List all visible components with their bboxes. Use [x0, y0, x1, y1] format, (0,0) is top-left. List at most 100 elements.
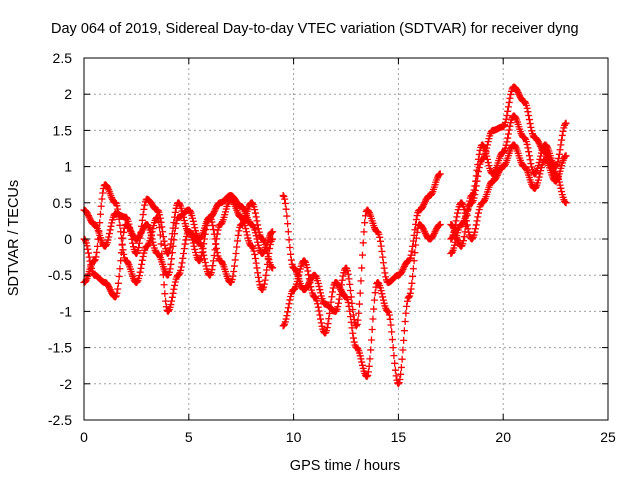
data-point: [413, 212, 421, 220]
data-point: [161, 290, 169, 298]
data-point: [527, 123, 535, 131]
data-point: [189, 214, 197, 222]
data-point: [335, 283, 343, 291]
data-point: [232, 249, 240, 257]
data-point: [561, 153, 569, 161]
data-point: [148, 235, 156, 243]
data-point: [464, 225, 472, 233]
data-point: [123, 214, 131, 222]
data-point: [511, 113, 519, 121]
data-point: [96, 210, 104, 218]
data-point: [115, 272, 123, 280]
data-point: [513, 87, 521, 95]
data-point: [358, 264, 366, 272]
data-point: [537, 167, 545, 175]
data-point: [281, 199, 289, 207]
data-point: [180, 217, 188, 225]
data-point: [368, 326, 376, 333]
data-point: [201, 255, 209, 263]
y-tick-label: 0.5: [53, 195, 73, 211]
data-point: [558, 136, 566, 144]
data-point: [135, 244, 143, 252]
data-point: [329, 288, 337, 296]
data-point: [366, 355, 374, 363]
data-point: [459, 240, 467, 248]
data-point: [157, 240, 165, 248]
data-point: [460, 233, 468, 241]
data-point: [504, 107, 512, 115]
data-point: [336, 284, 344, 292]
data-point: [403, 302, 411, 310]
data-point: [191, 245, 199, 253]
data-point: [253, 264, 261, 272]
data-point: [171, 224, 179, 232]
data-point: [466, 197, 474, 205]
data-point: [242, 225, 250, 233]
data-point: [248, 199, 256, 207]
data-point: [472, 177, 480, 185]
data-point: [514, 89, 522, 97]
data-point: [524, 144, 532, 152]
data-point: [251, 250, 259, 258]
data-point: [181, 240, 189, 248]
data-point: [182, 236, 190, 244]
data-point: [284, 308, 292, 316]
data-point: [168, 249, 176, 257]
data-point: [359, 239, 367, 247]
data-point: [254, 221, 262, 229]
data-point: [120, 228, 128, 236]
data-point: [526, 156, 534, 164]
data-point: [353, 320, 361, 328]
data-point: [556, 146, 564, 154]
data-point: [503, 138, 511, 146]
data-point: [379, 293, 387, 301]
data-point: [372, 283, 380, 291]
data-points: [80, 83, 570, 388]
data-point: [511, 142, 519, 150]
data-point: [106, 286, 114, 294]
data-point: [500, 122, 508, 130]
x-tick-label: 0: [80, 429, 88, 445]
data-point: [155, 218, 163, 226]
data-point: [521, 98, 529, 106]
data-point: [106, 226, 114, 234]
data-point: [349, 329, 357, 337]
data-point: [197, 234, 205, 242]
data-point: [242, 228, 250, 236]
data-point: [213, 249, 221, 257]
data-point: [317, 315, 325, 323]
data-point: [535, 139, 543, 147]
data-point: [230, 262, 238, 270]
data-point: [326, 309, 334, 317]
data-point: [317, 289, 325, 297]
data-point: [261, 276, 269, 284]
data-point: [391, 366, 399, 374]
data-point: [525, 112, 533, 120]
data-point: [506, 94, 514, 102]
data-point: [284, 220, 292, 228]
data-point: [452, 217, 460, 225]
data-point: [335, 299, 343, 307]
data-point: [134, 247, 142, 255]
data-point: [133, 278, 141, 286]
data-point: [421, 228, 429, 236]
data-point: [534, 176, 542, 184]
data-point: [138, 228, 146, 236]
y-tick-label: -1: [60, 303, 73, 319]
data-point: [105, 284, 113, 292]
data-point: [267, 263, 275, 271]
x-tick-label: 25: [600, 429, 616, 445]
data-point: [398, 355, 406, 363]
chart-title: Day 064 of 2019, Sidereal Day-to-day VTE…: [51, 21, 579, 37]
data-point: [305, 275, 313, 283]
data-point: [400, 264, 408, 272]
data-point: [367, 336, 375, 344]
data-point: [136, 268, 144, 276]
data-point: [210, 257, 218, 265]
data-point: [229, 272, 237, 280]
y-tick-label: -0.5: [48, 267, 72, 283]
data-point: [558, 188, 566, 196]
y-tick-labels: -2.5 -2 -1.5 -1 -0.5 0 0.5 1 1.5 2 2.5: [48, 50, 72, 428]
data-point: [474, 213, 482, 221]
data-point: [335, 295, 343, 303]
